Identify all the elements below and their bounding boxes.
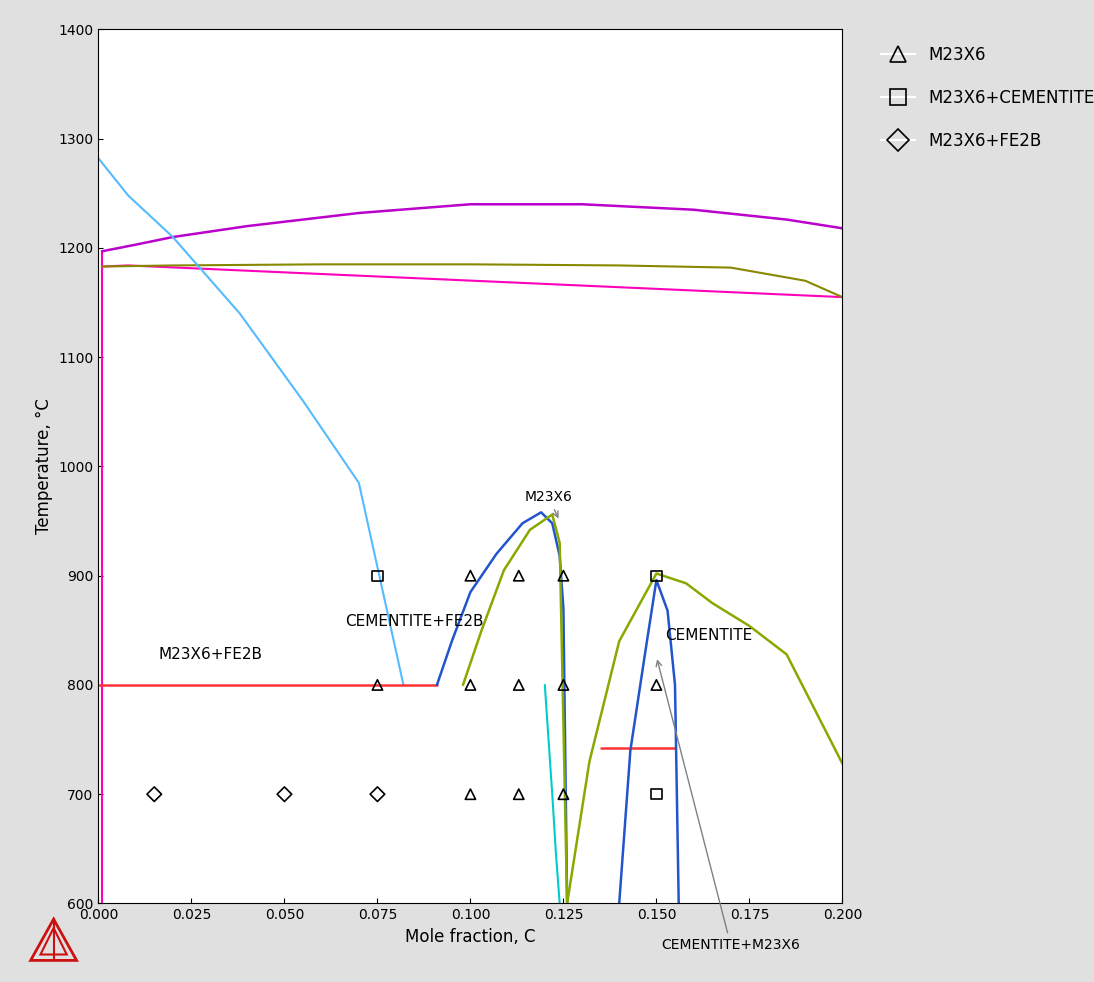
Y-axis label: Temperature, °C: Temperature, °C: [35, 399, 53, 534]
Legend: M23X6, M23X6+CEMENTITE, M23X6+FE2B: M23X6, M23X6+CEMENTITE, M23X6+FE2B: [873, 37, 1094, 158]
Point: [462, 787, 479, 802]
Point: [555, 568, 572, 583]
Text: M23X6: M23X6: [525, 490, 572, 518]
Point: [369, 678, 386, 693]
Point: [510, 787, 527, 802]
Text: M23X6+FE2B: M23X6+FE2B: [158, 647, 263, 662]
Point: [510, 568, 527, 583]
Point: [648, 568, 665, 583]
Text: CEMENTITE+M23X6: CEMENTITE+M23X6: [656, 661, 800, 953]
Point: [555, 678, 572, 693]
Text: CEMENTITE+FE2B: CEMENTITE+FE2B: [346, 614, 484, 629]
Point: [369, 787, 386, 802]
Point: [555, 787, 572, 802]
Point: [648, 678, 665, 693]
Point: [510, 678, 527, 693]
Text: CEMENTITE: CEMENTITE: [665, 628, 752, 643]
Point: [369, 568, 386, 583]
X-axis label: Mole fraction, C: Mole fraction, C: [405, 928, 536, 946]
Point: [462, 568, 479, 583]
Point: [146, 787, 163, 802]
Point: [462, 678, 479, 693]
Point: [276, 787, 293, 802]
Point: [648, 787, 665, 802]
